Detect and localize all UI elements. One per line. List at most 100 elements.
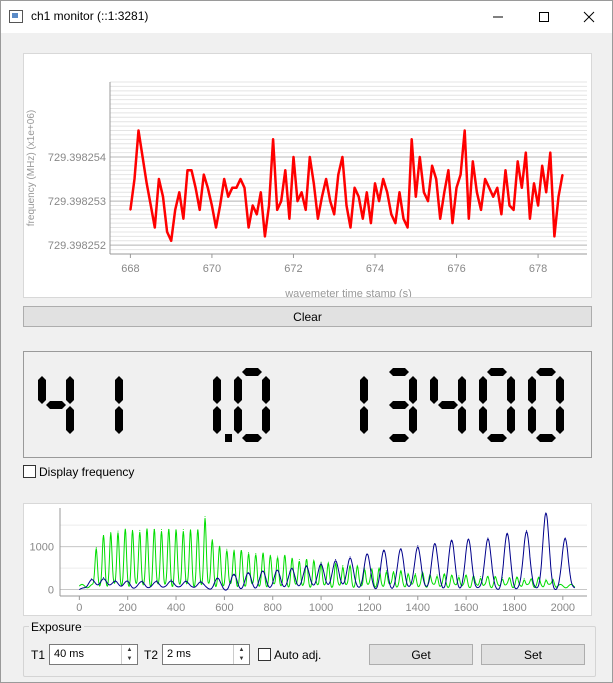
frequency-point — [198, 209, 201, 211]
frequency-point — [178, 191, 181, 194]
green-peak-point — [327, 563, 329, 565]
auto-adj-label: Auto adj. — [274, 648, 322, 662]
frequency-point — [459, 173, 462, 176]
lcd-digit-0 — [479, 368, 515, 442]
lcd-decimal-point — [225, 434, 232, 442]
green-peak-point — [400, 571, 402, 573]
x-tick-label: 0 — [76, 602, 82, 614]
blue-peak-point — [170, 579, 172, 581]
close-button[interactable] — [566, 1, 612, 33]
lcd-segment — [389, 434, 409, 442]
green-peak-point — [197, 530, 199, 532]
frequency-point — [472, 160, 474, 163]
green-peak-point — [523, 577, 525, 579]
minimize-button[interactable] — [475, 1, 521, 33]
blue-peak-point — [400, 548, 402, 550]
frequency-point — [255, 213, 258, 216]
blue-peak-point — [248, 573, 250, 575]
t1-value: 40 ms — [54, 648, 84, 660]
lcd-digit-3 — [389, 368, 417, 442]
frequency-point — [406, 226, 409, 229]
blue-peak-point — [103, 577, 105, 579]
frequency-point — [304, 209, 307, 211]
lcd-segment — [115, 406, 123, 434]
maximize-button[interactable] — [521, 1, 567, 33]
frequency-point — [431, 164, 433, 167]
frequency-point — [223, 178, 225, 180]
lcd-segment — [458, 406, 466, 434]
frequency-point — [149, 204, 152, 207]
blue-series-line — [79, 512, 576, 591]
lcd-segment — [479, 376, 487, 404]
lcd-segment — [389, 368, 409, 376]
lcd-segment — [66, 376, 74, 404]
close-icon — [583, 11, 595, 23]
green-peak-point — [494, 577, 496, 579]
frequency-point — [382, 178, 384, 180]
display-frequency-checkbox[interactable] — [23, 465, 36, 478]
x-tick-label: 600 — [215, 602, 233, 614]
frequency-point — [243, 187, 246, 189]
green-peak-point — [248, 552, 250, 554]
lcd-digits — [38, 368, 564, 442]
blue-peak-point — [349, 556, 351, 558]
frequency-point — [508, 204, 511, 207]
frequency-point — [166, 231, 168, 233]
frequency-point — [500, 213, 503, 216]
green-peak-point — [349, 565, 351, 567]
frequency-plot-panel[interactable]: 729.398252 729.398253 729.398254 668 670 672 6… — [23, 53, 592, 300]
t1-spinbox[interactable]: 40 ms ▲ ▼ — [49, 644, 138, 665]
t2-spin-arrows[interactable]: ▲ ▼ — [233, 645, 249, 664]
x-tick-label: 200 — [119, 602, 137, 614]
y-tick-label: 0 — [48, 585, 54, 597]
frequency-point — [345, 204, 348, 207]
frequency-point — [317, 217, 319, 220]
blue-peak-point — [199, 580, 201, 582]
auto-adj-checkbox[interactable] — [258, 648, 271, 661]
frequency-point — [325, 178, 327, 180]
title-bar[interactable]: ch1 monitor (::1:3281) — [1, 1, 612, 33]
green-peak-point — [443, 574, 445, 576]
green-peak-point — [175, 529, 177, 531]
spectrum-plot[interactable]: 0 1000 0 200 400 600 800 1000 1200 1400 1600 1800 20… — [24, 504, 591, 615]
green-peak-point — [124, 529, 126, 531]
spectrum-plot-panel[interactable]: 0 1000 0 200 400 600 800 1000 1200 1400 1600 1800 20… — [23, 503, 592, 616]
green-peak-point — [393, 571, 395, 573]
frequency-point — [202, 173, 205, 176]
green-peak-point — [277, 555, 279, 557]
t1-up-arrow-icon[interactable]: ▲ — [126, 646, 133, 653]
x-axis-title: wavemeter time stamp (s) — [284, 288, 412, 297]
frequency-point — [190, 169, 193, 172]
t2-down-arrow-icon[interactable]: ▼ — [238, 655, 245, 662]
t1-down-arrow-icon[interactable]: ▼ — [126, 655, 133, 662]
green-peak-point — [298, 559, 300, 561]
t2-up-arrow-icon[interactable]: ▲ — [238, 646, 245, 653]
clear-button[interactable]: Clear — [23, 306, 592, 327]
lcd-segment — [458, 376, 466, 404]
blue-peak-point — [506, 534, 508, 536]
x-tick-label: 800 — [264, 602, 282, 614]
frequency-point — [137, 129, 140, 132]
frequency-point — [308, 156, 311, 158]
set-button[interactable]: Set — [481, 644, 585, 665]
frequency-point — [545, 191, 548, 194]
x-tick-label: 1400 — [406, 602, 430, 614]
t1-spin-arrows[interactable]: ▲ ▼ — [121, 645, 137, 664]
frequency-point — [549, 151, 552, 154]
frequency-plot[interactable]: 729.398252 729.398253 729.398254 668 670 672 6… — [24, 54, 591, 300]
frequency-point — [341, 156, 344, 158]
frequency-point — [525, 151, 527, 154]
frequency-point — [215, 226, 217, 229]
frequency-point — [386, 191, 389, 194]
blue-peak-point — [233, 574, 235, 576]
lcd-digit-0 — [234, 368, 270, 442]
get-button[interactable]: Get — [369, 644, 473, 665]
t2-spinbox[interactable]: 2 ms ▲ ▼ — [162, 644, 250, 665]
frequency-point — [292, 156, 295, 158]
green-peak-point — [95, 546, 97, 548]
green-peak-point — [458, 575, 460, 577]
blue-peak-point — [115, 579, 117, 581]
green-peak-point — [465, 575, 467, 577]
blue-peak-point — [545, 513, 547, 515]
frequency-point — [321, 195, 323, 198]
